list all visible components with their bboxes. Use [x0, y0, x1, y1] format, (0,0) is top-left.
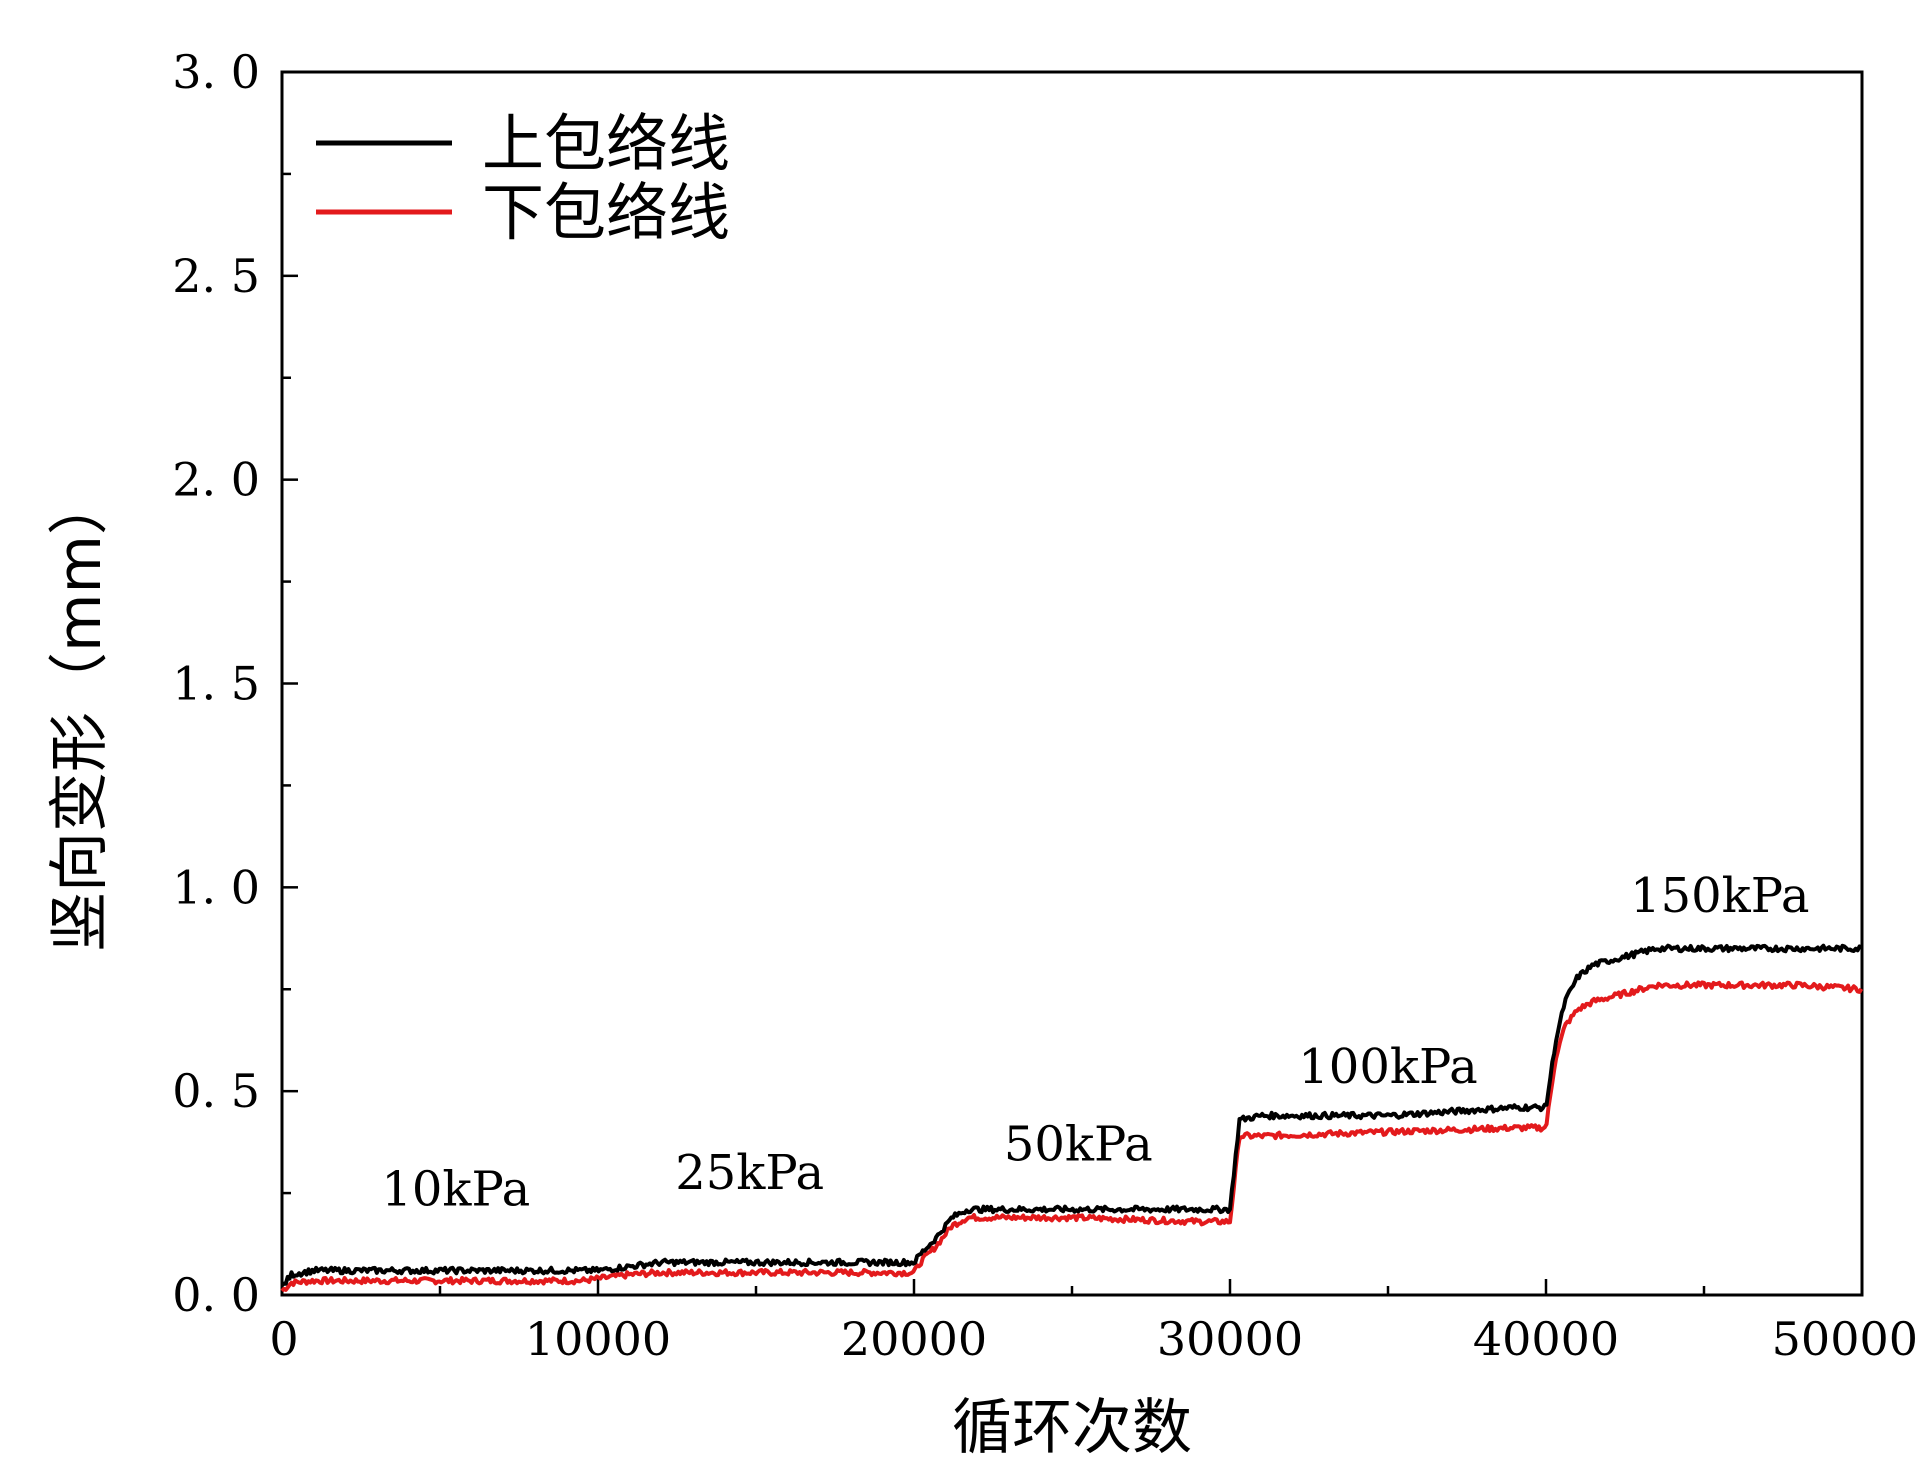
annotations: 10kPa 25kPa 50kPa 100kPa 150kPa [381, 868, 1809, 1218]
pressure-annotation: 50kPa [1004, 1116, 1153, 1172]
plot-border [280, 70, 1864, 1297]
pressure-annotation: 100kPa [1298, 1039, 1477, 1095]
x-axis-title: 循环次数 [952, 1393, 1192, 1463]
pressure-annotation: 10kPa [381, 1161, 530, 1217]
x-tick-label: 20000 [841, 1312, 987, 1366]
y-tick-label: 3. 0 [172, 45, 260, 99]
y-tick-label: 1. 0 [172, 860, 260, 914]
series-line-lower-envelope [280, 980, 1864, 1293]
x-tick-label: 50000 [1772, 1312, 1918, 1366]
y-tick-labels: 0. 0 0. 5 1. 0 1. 5 2. 0 2. 5 3. 0 [172, 45, 260, 1322]
pressure-annotation: 150kPa [1630, 868, 1809, 924]
x-tick-label: 30000 [1157, 1312, 1303, 1366]
x-tick-label: 40000 [1473, 1312, 1619, 1366]
legend-label-lower: 下包络线 [482, 176, 730, 249]
ticks [280, 70, 1864, 1297]
series-group [280, 943, 1864, 1293]
legend: 上包络线 下包络线 [316, 107, 730, 249]
plot-frame [280, 70, 1864, 1297]
series-line-upper-envelope [280, 943, 1863, 1287]
y-tick-label: 1. 5 [172, 657, 260, 711]
y-tick-label: 0. 5 [172, 1064, 260, 1118]
y-axis-title: 竖向变形（mm） [45, 475, 115, 952]
y-tick-label: 2. 0 [172, 453, 260, 507]
x-tick-label: 10000 [525, 1312, 671, 1366]
y-tick-label: 0. 0 [172, 1268, 260, 1322]
x-tick-labels: 0 10000 20000 30000 40000 50000 [269, 1312, 1918, 1366]
legend-label-upper: 上包络线 [482, 107, 730, 180]
pressure-annotation: 25kPa [675, 1145, 824, 1201]
y-tick-label: 2. 5 [172, 249, 260, 303]
x-tick-label: 0 [269, 1312, 298, 1366]
